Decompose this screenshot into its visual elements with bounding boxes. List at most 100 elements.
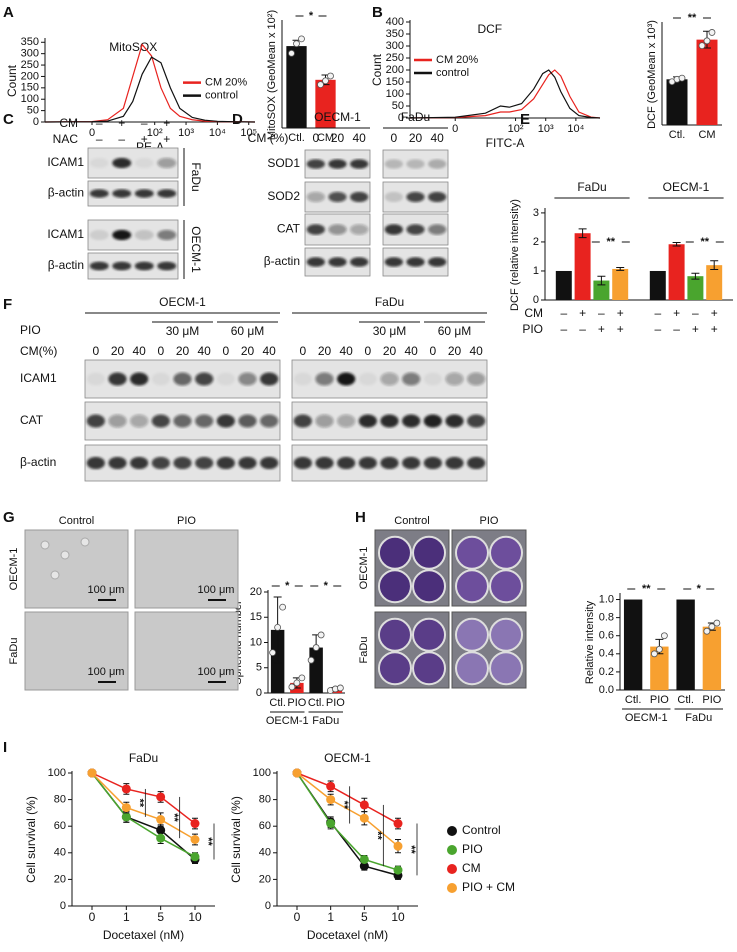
- y-tick-label: 150: [21, 82, 39, 94]
- band: [445, 456, 464, 470]
- data-point: [307, 656, 315, 664]
- y-tick-label: 20: [250, 586, 262, 598]
- band: [358, 414, 377, 428]
- y-tick-label: 50: [392, 100, 404, 112]
- error-bar: [691, 272, 700, 280]
- y-tick-label: 300: [386, 40, 404, 52]
- dose-label: CM (%): [248, 131, 289, 145]
- pio-label: PIO: [20, 323, 41, 337]
- data-point: [359, 813, 369, 823]
- pio-dose: 30 μM: [166, 324, 200, 338]
- band: [238, 456, 257, 470]
- data-point: [121, 784, 131, 794]
- x-tick-label: 10²: [147, 127, 163, 139]
- x-axis-label: Docetaxel (nM): [307, 928, 388, 942]
- series-line: [409, 69, 601, 119]
- panel-label: E: [520, 111, 530, 128]
- treatment-mark: +: [163, 116, 170, 130]
- band: [238, 372, 257, 386]
- band: [108, 456, 127, 470]
- y-tick-label: 40: [259, 847, 271, 859]
- band: [428, 159, 447, 169]
- band: [293, 456, 312, 470]
- y-tick-label: 80: [259, 794, 271, 806]
- band: [467, 456, 486, 470]
- band: [423, 414, 442, 428]
- data-point: [708, 623, 716, 631]
- panel-label: I: [3, 739, 7, 756]
- y-tick-label: 2: [533, 236, 539, 248]
- band: [216, 456, 235, 470]
- band: [89, 261, 109, 271]
- band: [112, 157, 132, 169]
- y-tick-label: 0.4: [599, 648, 614, 660]
- y-tick-label: 350: [386, 28, 404, 40]
- band: [173, 456, 192, 470]
- data-point: [298, 35, 305, 43]
- data-point: [359, 800, 369, 810]
- data-point: [650, 650, 658, 658]
- band: [157, 157, 177, 169]
- dose: 20: [176, 344, 190, 358]
- band: [89, 157, 109, 169]
- y-tick-label: 100: [21, 93, 39, 105]
- treatment-label: CM: [59, 116, 78, 130]
- bar: [650, 646, 669, 690]
- y-tick-label: 80: [54, 794, 66, 806]
- band: [216, 414, 235, 428]
- data-point: [698, 42, 706, 50]
- band: [260, 372, 279, 386]
- treatment-mark: –: [141, 116, 148, 130]
- bar: [702, 626, 722, 690]
- well: [489, 569, 524, 604]
- data-point: [156, 833, 166, 843]
- condition-mark: +: [598, 322, 605, 336]
- band: [337, 372, 356, 386]
- column-label: Control: [394, 515, 429, 527]
- data-point: [121, 803, 131, 813]
- micrograph: [24, 611, 129, 691]
- bar: [593, 280, 610, 300]
- series-line: [91, 772, 196, 841]
- bar: [696, 39, 718, 125]
- protein-label: CAT: [20, 413, 44, 427]
- band: [423, 372, 442, 386]
- band: [86, 372, 105, 386]
- band: [406, 257, 425, 267]
- significance: **: [642, 583, 651, 595]
- band: [112, 189, 132, 198]
- dose: 20: [448, 344, 462, 358]
- legend-label: Control: [462, 823, 501, 837]
- condition-mark: –: [654, 322, 661, 336]
- dose: 40: [132, 344, 146, 358]
- treatment-mark: –: [118, 132, 125, 146]
- dose: 20: [383, 344, 397, 358]
- well: [412, 569, 447, 604]
- x-tick-label: CM: [698, 129, 715, 141]
- column-label: Control: [59, 515, 94, 527]
- condition-label: CM: [524, 306, 543, 320]
- band: [134, 261, 154, 271]
- data-point: [703, 37, 711, 45]
- bar: [706, 265, 723, 300]
- data-point: [317, 81, 324, 89]
- x-tick-label: Ctl.: [625, 694, 642, 706]
- band: [350, 159, 369, 169]
- significance: **: [688, 12, 697, 24]
- data-point: [293, 40, 300, 48]
- data-point: [269, 649, 277, 656]
- scale-label: 100 μm: [88, 584, 125, 596]
- band: [402, 372, 421, 386]
- series-line: [296, 772, 399, 877]
- protein-label: β-actin: [264, 254, 300, 268]
- data-point: [678, 74, 686, 82]
- well: [454, 569, 489, 604]
- band: [358, 456, 377, 470]
- pio-dose: 30 μM: [373, 324, 407, 338]
- y-axis-label: Cell survival (%): [24, 796, 38, 883]
- legend-label: CM 20%: [205, 77, 247, 89]
- dose-label: CM(%): [20, 344, 57, 358]
- band: [260, 456, 279, 470]
- data-point: [121, 812, 131, 822]
- x-tick-label: Ctl.: [269, 697, 286, 709]
